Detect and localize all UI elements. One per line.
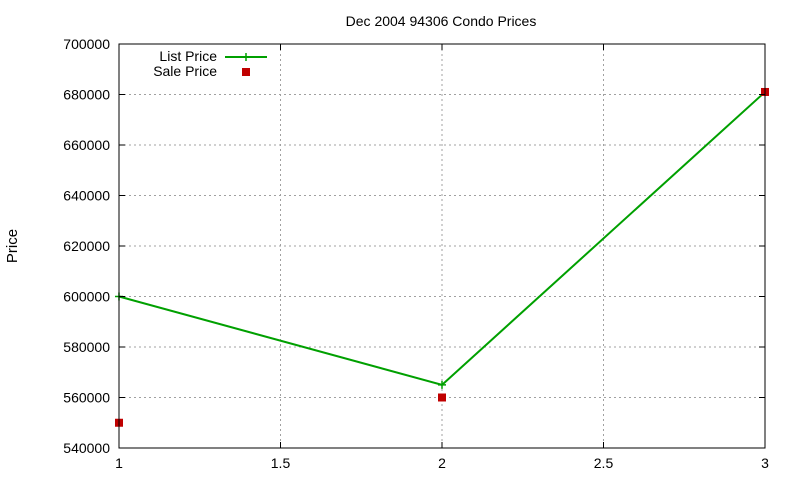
legend-marker-list-price [242,53,250,61]
y-tick-label: 580000 [63,339,110,355]
y-tick-label: 600000 [63,289,110,305]
legend: List Price Sale Price [153,48,267,79]
x-tick-label: 3 [761,455,769,471]
y-tick-label: 560000 [63,390,110,406]
data-point-list-price [438,380,446,389]
y-axis-label: Price [4,229,21,263]
x-tick-label: 2.5 [594,455,614,471]
legend-marker-sale-price [242,68,250,76]
x-tick-label: 2 [438,455,446,471]
y-tick-label: 660000 [63,137,110,153]
y-tick-label: 680000 [63,87,110,103]
data-point-sale-price [438,393,446,402]
x-tick-label: 1.5 [271,455,291,471]
legend-label-list-price: List Price [159,48,217,64]
y-tick-label: 700000 [63,36,110,52]
grid-layer [119,44,765,448]
chart-title: Dec 2004 94306 Condo Prices [346,13,537,29]
y-tick-label: 540000 [63,440,110,456]
tick-layer: 540000 560000 580000 600000 620000 640000 6600… [63,36,769,471]
y-tick-label: 640000 [63,188,110,204]
y-tick-label: 620000 [63,238,110,254]
x-tick-label: 1 [115,455,123,471]
legend-label-sale-price: Sale Price [153,63,217,79]
